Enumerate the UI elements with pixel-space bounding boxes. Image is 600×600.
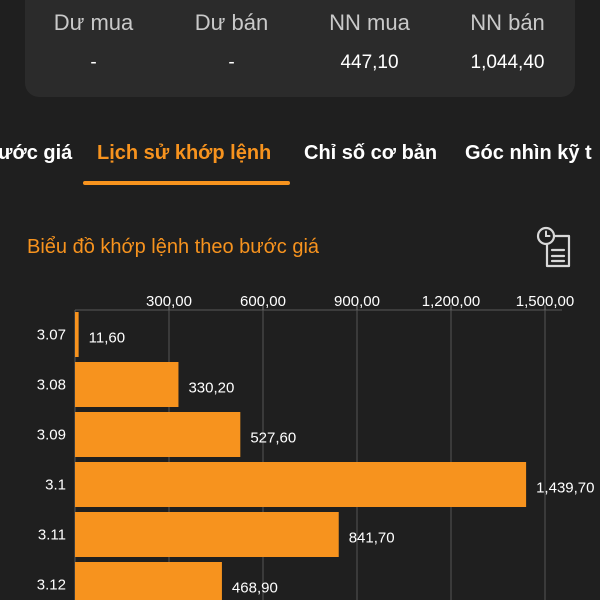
category-label: 3.07 [37,327,66,344]
category-label: 3.11 [38,527,66,544]
stat-label: Dư bán [194,10,269,35]
order-stats-card: Dư mua - Dư bán - NN mua 447,10 NN bán 1… [25,0,575,97]
tab-price-step[interactable]: ước giá [0,142,73,164]
bar-3.1 [75,462,527,507]
tab-fundamentals[interactable]: Chỉ số cơ bản [304,142,438,164]
category-label: 3.09 [37,427,66,444]
tab-technical-view[interactable]: Góc nhìn kỹ t [465,142,592,164]
x-tick-label: 1,500,00 [516,293,574,310]
stat-label: NN mua [329,10,410,35]
stat-value: 1,044,40 [470,52,545,73]
category-label: 3.12 [37,577,66,594]
stat-value: - [90,52,97,73]
bar-3.11 [75,512,339,557]
x-tick-label: 1,200,00 [422,293,480,310]
active-tab-indicator [83,181,290,185]
bar-3.07 [75,312,79,357]
stat-value: 447,10 [340,52,399,73]
x-tick-label: 900,00 [334,293,380,310]
stat-label: Dư mua [53,10,134,35]
x-tick-label: 300,00 [146,293,192,310]
match-by-price-chart: 300,00 600,00 900,00 1,200,00 1,500,00 3.07 11… [37,293,594,600]
bar-value-label: 468,90 [232,580,278,597]
stat-label: NN bán [470,10,545,35]
bar-3.12 [75,562,222,600]
bar-value-label: 1,439,70 [536,480,594,497]
bar-value-label: 527,60 [250,430,296,447]
category-label: 3.08 [37,377,66,394]
bar-value-label: 11,60 [89,330,125,347]
category-label: 3.1 [45,477,66,494]
stat-value: - [228,52,235,73]
clock-report-icon[interactable] [534,226,574,270]
bar-3.08 [75,362,179,407]
x-tick-label: 600,00 [240,293,286,310]
bar-value-label: 841,70 [349,530,395,547]
tab-match-history[interactable]: Lịch sử khớp lệnh [97,142,272,164]
bar-value-label: 330,20 [188,380,234,397]
tab-bar: ước giá Lịch sử khớp lệnh Chỉ số cơ bản … [0,125,600,190]
chart-title: Biểu đồ khớp lệnh theo bước giá [27,236,320,258]
bar-3.09 [75,412,241,457]
